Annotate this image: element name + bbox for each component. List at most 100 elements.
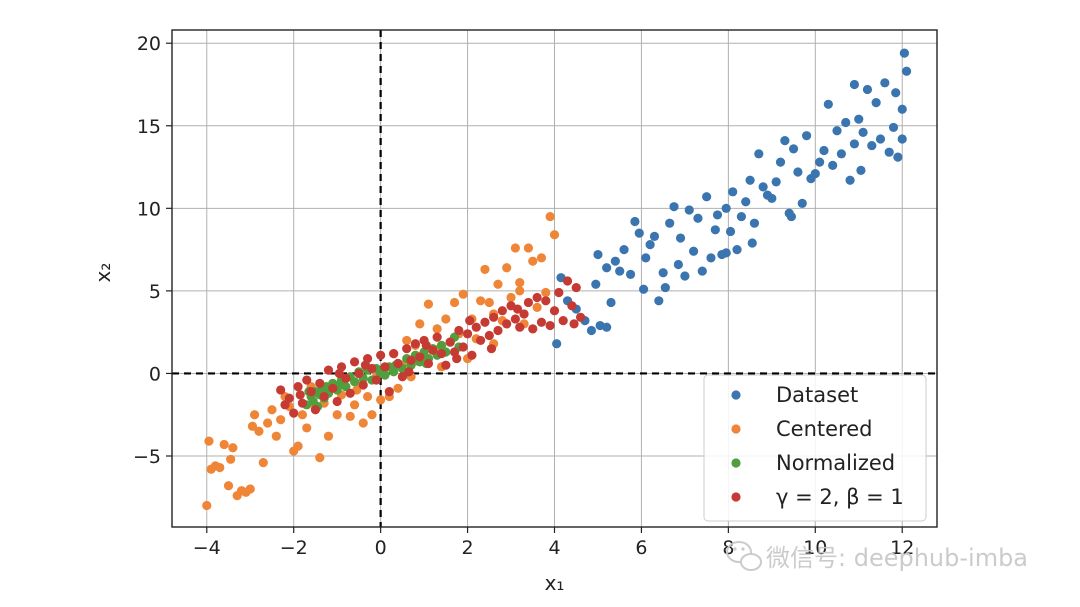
legend-box xyxy=(703,374,927,522)
x-tick-label: 6 xyxy=(635,537,647,559)
point-series-3 xyxy=(404,367,414,377)
point-series-1 xyxy=(423,299,434,309)
point-series-3 xyxy=(295,390,305,400)
point-series-0 xyxy=(732,245,742,255)
point-series-0 xyxy=(665,218,675,228)
point-series-3 xyxy=(276,385,286,395)
point-series-0 xyxy=(747,238,757,248)
point-series-0 xyxy=(697,266,707,276)
point-series-0 xyxy=(673,259,683,270)
point-series-3 xyxy=(441,360,451,370)
y-tick-label: 0 xyxy=(149,363,161,385)
point-series-0 xyxy=(884,147,894,157)
point-series-0 xyxy=(793,167,803,177)
point-series-0 xyxy=(593,249,603,260)
point-series-0 xyxy=(845,175,855,185)
point-series-1 xyxy=(458,289,468,299)
point-series-3 xyxy=(349,357,360,367)
point-series-1 xyxy=(432,324,442,334)
point-series-1 xyxy=(271,431,281,441)
legend-marker xyxy=(731,458,741,468)
point-series-0 xyxy=(615,266,625,276)
point-series-3 xyxy=(428,345,438,355)
point-series-0 xyxy=(849,139,860,149)
point-series-1 xyxy=(254,426,264,436)
point-series-0 xyxy=(897,104,907,114)
point-series-0 xyxy=(767,193,777,204)
point-series-1 xyxy=(545,211,555,222)
x-tick-label: 12 xyxy=(890,537,914,559)
point-series-1 xyxy=(263,418,273,428)
point-series-1 xyxy=(323,431,334,441)
point-series-3 xyxy=(512,304,523,314)
point-series-0 xyxy=(675,233,686,243)
point-series-3 xyxy=(519,309,529,319)
point-series-0 xyxy=(660,282,670,293)
point-series-3 xyxy=(567,301,577,311)
point-series-3 xyxy=(575,312,586,322)
point-series-0 xyxy=(871,98,881,108)
point-series-0 xyxy=(901,66,912,76)
point-series-1 xyxy=(536,253,547,263)
x-tick-label: 2 xyxy=(462,537,474,559)
legend-marker xyxy=(731,492,741,502)
point-series-2 xyxy=(436,340,447,350)
point-series-1 xyxy=(376,395,386,405)
point-series-3 xyxy=(558,316,568,326)
point-series-0 xyxy=(775,157,786,167)
point-series-0 xyxy=(619,245,629,255)
point-series-3 xyxy=(545,320,555,331)
point-series-3 xyxy=(332,396,342,407)
point-series-0 xyxy=(832,126,842,136)
point-series-0 xyxy=(841,117,851,128)
y-tick-label: 20 xyxy=(137,33,161,55)
point-series-0 xyxy=(606,297,616,308)
point-series-1 xyxy=(345,411,355,421)
point-series-3 xyxy=(484,330,494,341)
point-series-2 xyxy=(349,377,360,387)
point-series-3 xyxy=(571,282,581,293)
x-tick-label: −4 xyxy=(193,537,221,559)
point-series-1 xyxy=(226,454,236,464)
point-series-3 xyxy=(467,350,477,360)
point-series-0 xyxy=(858,127,868,137)
point-series-0 xyxy=(893,152,903,162)
grid-lines xyxy=(172,30,937,527)
point-series-3 xyxy=(402,344,412,354)
point-series-3 xyxy=(384,387,394,397)
point-series-0 xyxy=(780,136,790,146)
point-series-0 xyxy=(880,78,890,88)
point-series-1 xyxy=(541,287,551,298)
point-series-0 xyxy=(741,197,751,207)
point-series-3 xyxy=(541,296,551,306)
point-series-0 xyxy=(745,175,755,185)
point-series-0 xyxy=(849,79,860,90)
point-series-1 xyxy=(476,296,486,306)
point-series-1 xyxy=(510,243,520,253)
legend-marker xyxy=(731,390,741,400)
x-tick-label: −2 xyxy=(280,537,308,559)
point-series-0 xyxy=(736,211,747,222)
point-series-3 xyxy=(423,358,434,369)
point-series-0 xyxy=(610,256,620,266)
legend-label: γ = 2, β = 1 xyxy=(776,485,904,509)
point-series-1 xyxy=(502,263,512,273)
point-series-3 xyxy=(389,349,399,359)
point-series-0 xyxy=(725,226,736,237)
point-series-3 xyxy=(358,380,368,390)
point-series-3 xyxy=(393,358,403,369)
point-series-3 xyxy=(406,355,416,365)
point-series-0 xyxy=(749,218,760,228)
point-series-3 xyxy=(471,322,481,332)
point-series-3 xyxy=(536,317,547,327)
point-series-3 xyxy=(454,325,464,336)
x-tick-label: 4 xyxy=(548,537,560,559)
point-series-1 xyxy=(415,319,425,329)
point-series-0 xyxy=(823,99,833,109)
point-series-1 xyxy=(532,302,542,312)
point-series-0 xyxy=(639,284,649,294)
point-series-3 xyxy=(293,382,303,392)
watermark-text: 微信号: deephub-imba xyxy=(766,544,1028,572)
point-series-1 xyxy=(441,314,451,324)
